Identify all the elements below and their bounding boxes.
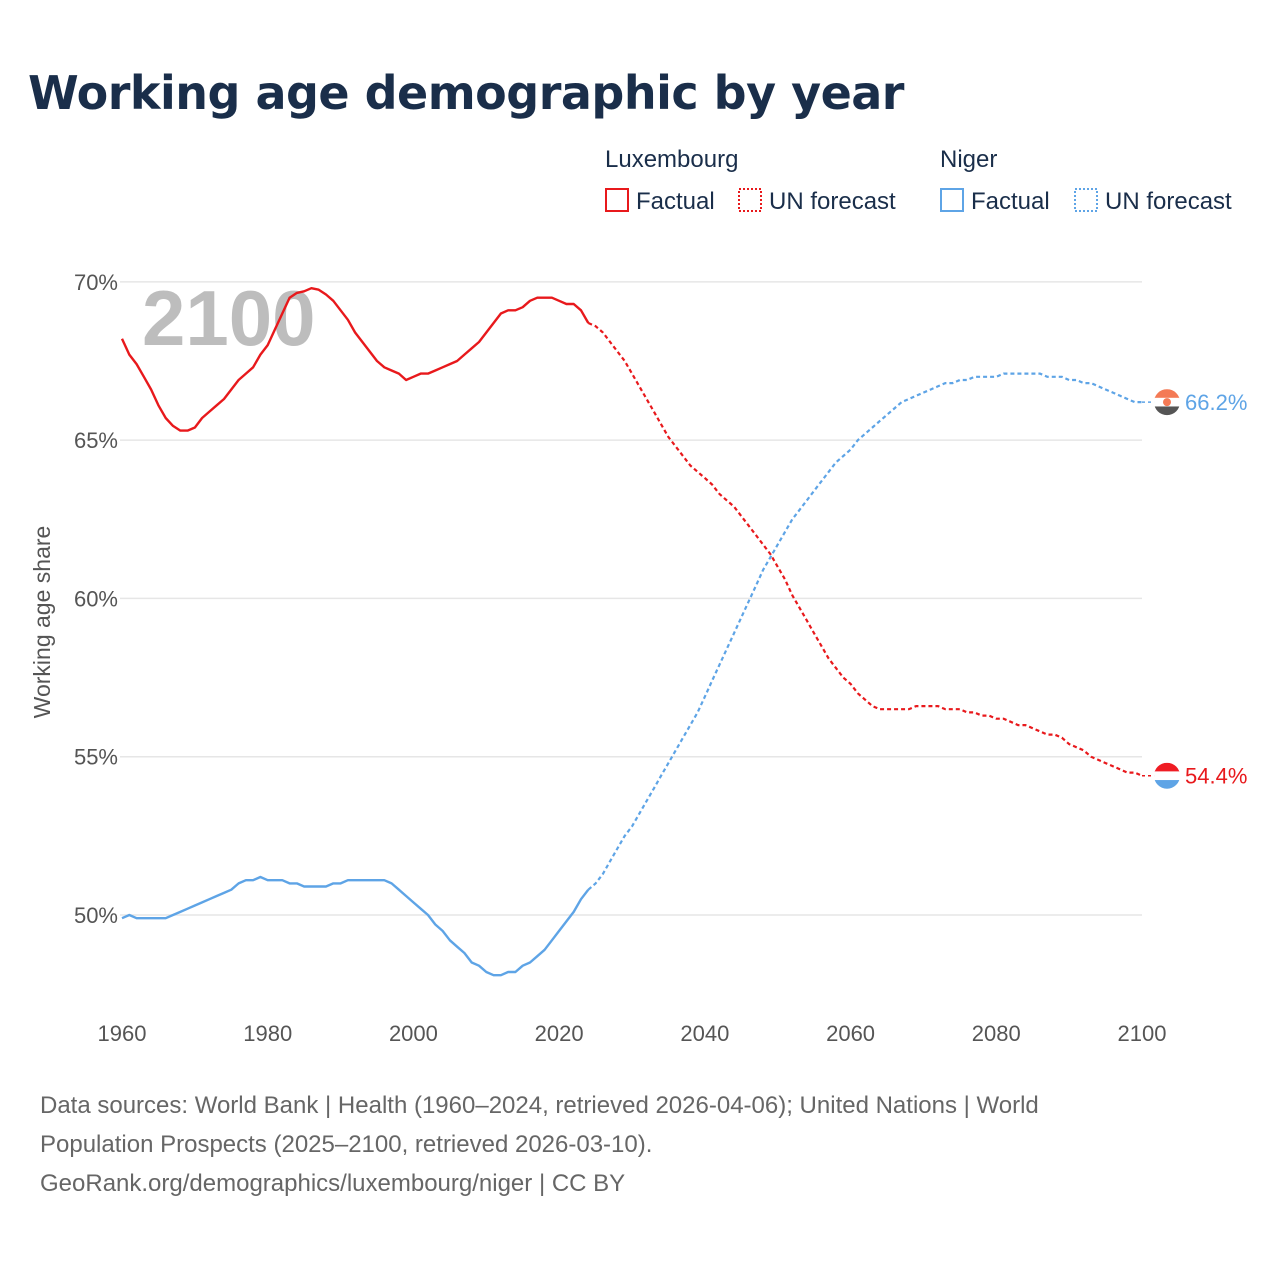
legend: Luxembourg Factual UN forecast Niger Fac… xyxy=(605,146,1232,215)
series-line-luxembourg-forecast xyxy=(587,321,1143,777)
y-tick-label: 65% xyxy=(74,428,118,453)
line-chart: Luxembourg Factual UN forecast Niger Fac… xyxy=(29,146,1247,1046)
end-markers: 54.4% 66.2% xyxy=(1142,389,1247,789)
chart-title: Working age demographic by year xyxy=(28,66,905,120)
series-lines xyxy=(120,287,1143,977)
legend-label-luxembourg-factual: Factual xyxy=(636,188,715,215)
y-tick-label: 55% xyxy=(74,745,118,770)
x-tick-label: 1960 xyxy=(98,1021,147,1046)
y-tick-label: 70% xyxy=(74,270,118,295)
x-axis: 1960 1980 2000 2020 2040 2060 2080 2100 xyxy=(98,1021,1167,1046)
x-tick-label: 2080 xyxy=(972,1021,1021,1046)
legend-label-niger-forecast: UN forecast xyxy=(1105,188,1232,215)
x-tick-label: 2020 xyxy=(535,1021,584,1046)
legend-label-luxembourg-forecast: UN forecast xyxy=(769,188,896,215)
legend-group-luxembourg: Luxembourg xyxy=(605,146,738,173)
y-axis: 50% 55% 60% 65% 70% xyxy=(74,270,118,928)
y-tick-label: 50% xyxy=(74,903,118,928)
legend-swatch-niger-factual xyxy=(940,188,964,212)
footer-sources-line1: Data sources: World Bank | Health (1960–… xyxy=(40,1092,1039,1119)
series-line-luxembourg-factual xyxy=(120,287,590,432)
footer: Data sources: World Bank | Health (1960–… xyxy=(40,1086,1220,1203)
x-tick-label: 2000 xyxy=(389,1021,438,1046)
gridlines xyxy=(120,281,1142,916)
end-value-label-niger: 66.2% xyxy=(1185,390,1247,415)
footer-credit: GeoRank.org/demographics/luxembourg/nige… xyxy=(40,1170,626,1197)
x-tick-label: 2100 xyxy=(1118,1021,1167,1046)
flag-icon-niger xyxy=(1154,389,1180,416)
legend-group-niger: Niger xyxy=(940,146,997,173)
legend-swatch-luxembourg-factual xyxy=(605,188,629,212)
x-tick-label: 2040 xyxy=(680,1021,729,1046)
y-axis-title: Working age share xyxy=(29,526,55,719)
x-tick-label: 1980 xyxy=(243,1021,292,1046)
y-tick-label: 60% xyxy=(74,586,118,611)
end-value-label-luxembourg: 54.4% xyxy=(1185,764,1247,789)
footer-sources-line2: Population Prospects (2025–2100, retriev… xyxy=(40,1131,653,1158)
legend-label-niger-factual: Factual xyxy=(971,188,1050,215)
legend-swatch-luxembourg-forecast xyxy=(738,188,762,212)
flag-icon-luxembourg xyxy=(1154,762,1180,789)
year-watermark: 2100 xyxy=(142,274,316,362)
x-tick-label: 2060 xyxy=(826,1021,875,1046)
series-line-niger-factual xyxy=(121,875,590,977)
series-line-niger-forecast xyxy=(587,372,1142,891)
legend-swatch-niger-forecast xyxy=(1074,188,1098,212)
